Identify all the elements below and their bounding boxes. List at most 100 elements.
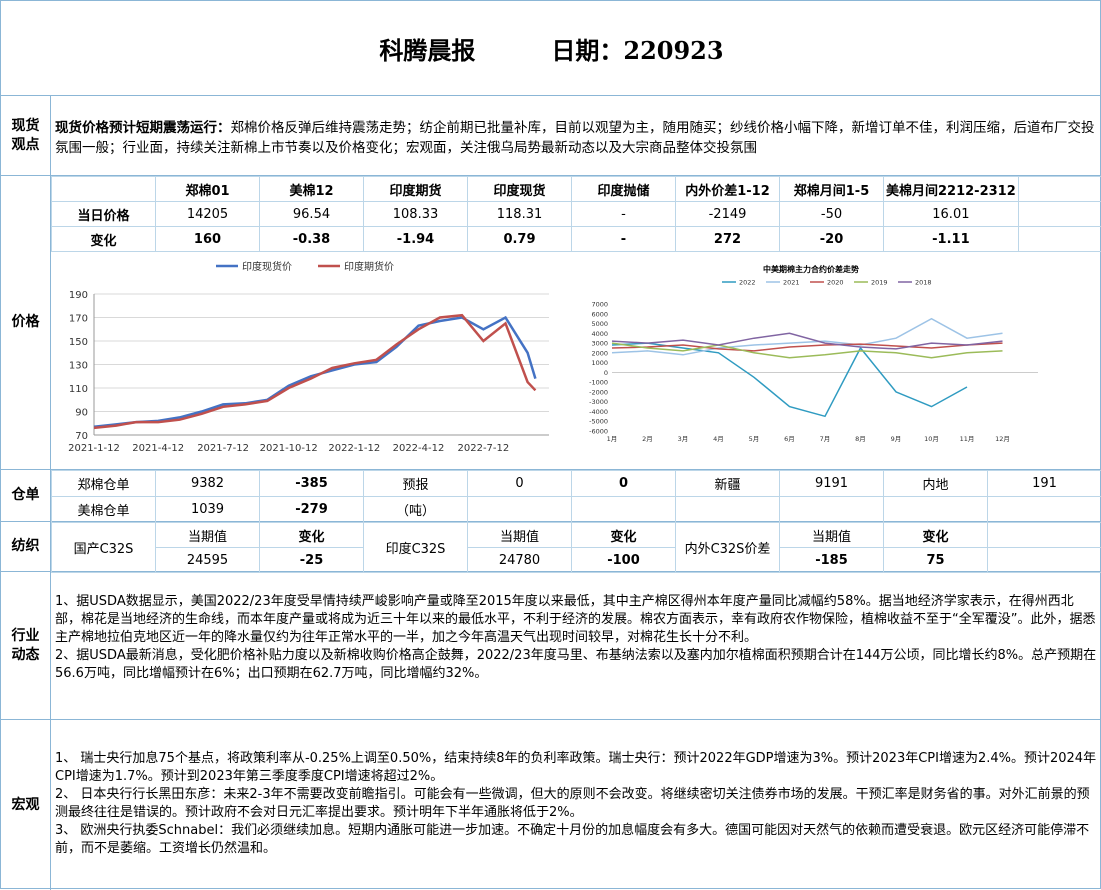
industry-paragraph-2: 2、据USDA最新消息，受化肥价格补贴力度以及新棉收购价格高企鼓舞，2022/2… [55,647,1098,683]
spot-label: 现货观点 [1,96,51,175]
price-cell: - [572,202,676,227]
chart1-legend-label: 印度现货价 [242,260,292,273]
chart2-series-line [612,343,967,416]
price-header-row: 郑棉01 美棉12 印度期货 印度现货 印度抛储 内外价差1-12 郑棉月间1-… [52,177,1101,202]
chart2-legend-label: 2020 [827,279,844,287]
price-table: 郑棉01 美棉12 印度期货 印度现货 印度抛储 内外价差1-12 郑棉月间1-… [51,176,1101,252]
textile-value: -185 [780,548,884,573]
warehouse-cell: 0 [572,471,676,497]
chart2-x-tick: 12月 [995,435,1010,443]
chart1-x-tick: 2022-7-12 [458,443,510,454]
warehouse-row-zc: 郑棉仓单 9382 -385 预报 0 0 新疆 9191 内地 191 [52,471,1101,497]
textile-label: 纺织 [1,522,51,571]
textile-current-header: 当期值 [156,523,260,548]
price-cell: -20 [780,227,884,252]
chart1-y-tick: 150 [69,337,88,348]
warehouse-cell: 内地 [884,471,988,497]
textile-current-header: 当期值 [780,523,884,548]
textile-change-header: 变化 [260,523,364,548]
chart2-y-tick: -2000 [589,388,608,396]
chart1-x-tick: 2021-4-12 [132,443,184,454]
warehouse-cell: 0 [468,471,572,497]
chart2-y-tick: 3000 [591,340,608,348]
chart2-x-tick: 1月 [607,435,618,443]
chart2-x-tick: 10月 [924,435,939,443]
chart2-x-tick: 4月 [713,435,724,443]
warehouse-cell: 预报 [364,471,468,497]
spot-section: 现货观点 现货价格预计短期震荡运行：郑棉价格反弹后维持震荡走势；纺企前期已批量补… [1,96,1101,176]
price-col-ct-spread: 美棉月间2212-2312 [884,177,1019,202]
spot-lead: 现货价格预计短期震荡运行： [55,120,231,136]
chart1-x-tick: 2021-10-12 [260,443,318,454]
chart2-y-tick: 0 [604,369,608,377]
report-date: 日期：220923 [551,31,723,66]
macro-text-block: 1、 瑞士央行加息75个基点，将政策利率从-0.25%上调至0.50%，结束持续… [51,720,1101,890]
price-col-india-spot: 印度现货 [468,177,572,202]
warehouse-label: 仓单 [1,470,51,521]
chart2-y-tick: 6000 [591,310,608,318]
price-cell: 160 [156,227,260,252]
price-col-india-futures: 印度期货 [364,177,468,202]
textile-change: -25 [260,548,364,573]
chart1-y-tick: 130 [69,361,88,372]
chart2-legend-label: 2022 [739,279,756,287]
warehouse-cell: 191 [988,471,1101,497]
textile-change-header: 变化 [884,523,988,548]
price-cell: 272 [676,227,780,252]
report-title: 科腾晨报 [379,31,475,66]
textile-item: 印度C32S [364,523,468,573]
chart2-x-tick: 5月 [749,435,760,443]
textile-row-values: 24595 -25 24780 -100 -185 75 [52,548,1101,573]
textile-item: 内外C32S价差 [676,523,780,573]
price-col-zc01: 郑棉01 [156,177,260,202]
textile-value: 24595 [156,548,260,573]
price-col-india-reserve: 印度抛储 [572,177,676,202]
chart2-y-tick: 5000 [591,320,608,328]
price-row-today: 当日价格 14205 96.54 108.33 118.31 - -2149 -… [52,202,1101,227]
chart2-y-tick: -1000 [589,379,608,387]
industry-text-block: 1、据USDA数据显示，美国2022/23年度受旱情持续严峻影响产量或降至201… [51,572,1101,719]
chart2-lines [612,319,1003,417]
price-cell: -0.38 [260,227,364,252]
warehouse-row-ct: 美棉仓单 1039 -279 （吨） [52,497,1101,523]
chart2-y-tick: 4000 [591,330,608,338]
textile-row-header: 国产C32S 当期值 变化 印度C32S 当期值 变化 内外C32S价差 当期值… [52,523,1101,548]
macro-paragraph-1: 1、 瑞士央行加息75个基点，将政策利率从-0.25%上调至0.50%，结束持续… [55,750,1098,786]
chart2-y-tick: -5000 [589,418,608,426]
macro-paragraph-3: 3、 欧洲央行执委Schnabel：我们必须继续加息。短期内通胀可能进一步加速。… [55,822,1098,858]
chart1-y-tick: 90 [75,408,88,419]
chart2-x-tick: 7月 [820,435,831,443]
warehouse-cell: 郑棉仓单 [52,471,156,497]
chart2-x-tick: 8月 [855,435,866,443]
textile-table: 国产C32S 当期值 变化 印度C32S 当期值 变化 内外C32S价差 当期值… [51,522,1101,573]
chart1-x-tick: 2021-7-12 [197,443,249,454]
chart1-legend: 印度现货价印度期货价 [216,260,394,273]
textile-change-header: 变化 [572,523,676,548]
chart2-x-tick: 9月 [891,435,902,443]
textile-item: 国产C32S [52,523,156,573]
price-cell: 108.33 [364,202,468,227]
macro-paragraph-2: 2、 日本央行行长黑田东彦：未来2-3年不需要改变前瞻指引。可能会有一些微调，但… [55,786,1098,822]
spot-text-block: 现货价格预计短期震荡运行：郑棉价格反弹后维持震荡走势；纺企前期已批量补库，目前以… [51,96,1101,175]
warehouse-cell: 1039 [156,497,260,523]
industry-label: 行业动态 [1,572,51,719]
chart1-series-line [94,315,535,428]
textile-change: 75 [884,548,988,573]
warehouse-cell: 美棉仓单 [52,497,156,523]
price-label: 价格 [1,176,51,469]
price-cell: -50 [780,202,884,227]
chart2-title: 中美期棉主力合约价差走势 [763,264,859,274]
price-cell: -1.94 [364,227,468,252]
chart2-y-tick: 1000 [591,359,608,367]
chart1-x-tick: 2022-1-12 [328,443,380,454]
chart1-series-line [94,318,535,427]
chart1-x-tick: 2022-4-12 [393,443,445,454]
chart2-ticks: 70006000500040003000200010000-1000-2000-… [589,301,1010,444]
chart1-y-tick: 170 [69,314,88,325]
textile-current-header: 当期值 [468,523,572,548]
industry-section: 行业动态 1、据USDA数据显示，美国2022/23年度受旱情持续严峻影响产量或… [1,572,1101,720]
